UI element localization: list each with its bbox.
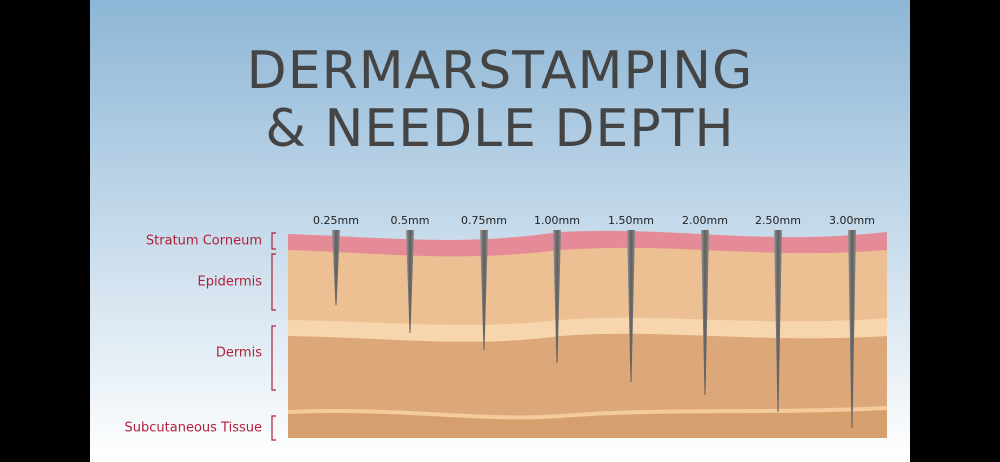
needles: 0.25mm 0.5mm 0.75mm 1.00mm 1.50mm 2.00mm 2.50m…: [313, 214, 875, 428]
title-line: & NEEDLE DEPTH: [265, 99, 734, 159]
needle: [332, 230, 340, 305]
needle: [848, 230, 856, 428]
layer-label: Stratum Corneum: [146, 234, 262, 249]
title-line: DERMARSTAMPING: [247, 41, 754, 101]
layer-label: Epidermis: [198, 275, 263, 290]
needle: [627, 230, 635, 382]
needle-label: 1.50mm: [608, 214, 654, 227]
needle: [553, 230, 561, 363]
needle-label: 0.25mm: [313, 214, 359, 227]
skin: [288, 230, 887, 438]
needle-label: 2.00mm: [682, 214, 728, 227]
layer-label: Subcutaneous Tissue: [125, 421, 262, 436]
brackets: [271, 232, 276, 441]
layer-label: Dermis: [216, 346, 262, 361]
needle: [480, 230, 488, 350]
needle-label: 2.50mm: [755, 214, 801, 227]
needle: [406, 230, 414, 333]
needle-label: 0.75mm: [461, 214, 507, 227]
needle-label: 1.00mm: [534, 214, 580, 227]
needle: [774, 230, 782, 412]
needle: [701, 230, 709, 395]
needle-label: 0.5mm: [391, 214, 430, 227]
needle-label: 3.00mm: [829, 214, 875, 227]
